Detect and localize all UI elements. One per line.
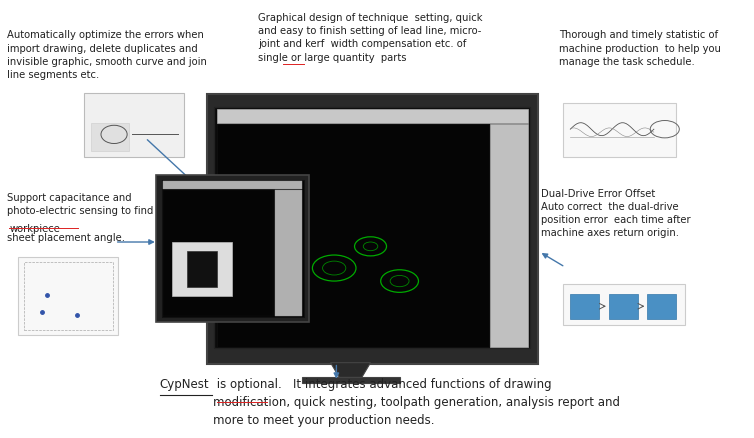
Polygon shape	[302, 378, 400, 383]
Text: Graphical design of technique  setting, quick
and easy to finish setting of lead: Graphical design of technique setting, q…	[258, 13, 483, 63]
FancyBboxPatch shape	[90, 124, 129, 152]
FancyBboxPatch shape	[294, 166, 313, 177]
FancyBboxPatch shape	[274, 190, 302, 316]
FancyBboxPatch shape	[570, 294, 599, 319]
FancyBboxPatch shape	[216, 110, 529, 124]
Text: Dual-Drive Error Offset
Auto correct  the dual-drive
position error  each time a: Dual-Drive Error Offset Auto correct the…	[541, 188, 691, 238]
FancyBboxPatch shape	[207, 95, 538, 364]
Polygon shape	[330, 363, 370, 378]
FancyBboxPatch shape	[360, 166, 379, 177]
Text: is optional.   It integrates advanced functions of drawing
modification, quick n: is optional. It integrates advanced func…	[213, 377, 620, 426]
FancyBboxPatch shape	[216, 124, 489, 347]
FancyBboxPatch shape	[648, 294, 676, 319]
FancyBboxPatch shape	[563, 284, 685, 325]
FancyBboxPatch shape	[172, 243, 231, 297]
FancyBboxPatch shape	[608, 294, 638, 319]
FancyBboxPatch shape	[391, 166, 409, 177]
FancyBboxPatch shape	[162, 180, 304, 317]
FancyBboxPatch shape	[18, 258, 118, 336]
FancyBboxPatch shape	[156, 175, 309, 322]
FancyBboxPatch shape	[188, 251, 216, 287]
FancyBboxPatch shape	[490, 124, 529, 347]
FancyBboxPatch shape	[84, 94, 184, 158]
FancyBboxPatch shape	[164, 190, 273, 316]
FancyBboxPatch shape	[263, 166, 282, 177]
Text: Support capacitance and
photo-electric sensing to find

sheet placement angle.: Support capacitance and photo-electric s…	[8, 193, 154, 242]
Text: workpiece: workpiece	[10, 223, 60, 233]
Text: Thorough and timely statistic of
machine production  to help you
manage the task: Thorough and timely statistic of machine…	[559, 30, 722, 67]
Text: CypNest: CypNest	[160, 377, 210, 390]
FancyBboxPatch shape	[563, 104, 676, 158]
FancyBboxPatch shape	[164, 182, 302, 189]
Text: Automatically optimize the errors when
import drawing, delete duplicates and
inv: Automatically optimize the errors when i…	[8, 30, 207, 80]
FancyBboxPatch shape	[327, 166, 346, 177]
FancyBboxPatch shape	[214, 108, 530, 349]
